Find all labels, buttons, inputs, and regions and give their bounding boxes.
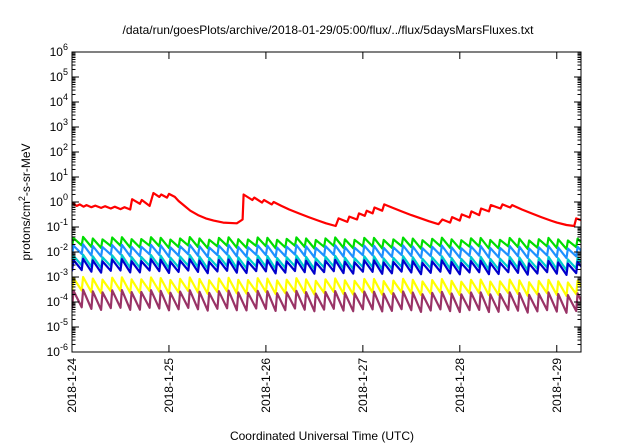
y-tick-exponent: -3: [60, 267, 68, 277]
y-tick-label: 10-1: [47, 217, 68, 234]
y-tick-base: 10: [50, 45, 64, 59]
x-tick-label: 2018-1-26: [259, 358, 273, 413]
y-axis-label: protons/cm2-s-sr-MeV: [17, 143, 33, 260]
y-tick-label: 10-2: [47, 242, 68, 259]
x-axis-label: Coordinated Universal Time (UTC): [230, 429, 414, 443]
y-tick-base: 10: [50, 95, 64, 109]
flux-series-line-7: [72, 288, 581, 314]
y-tick-exponent: -2: [60, 242, 68, 252]
y-tick-base: 10: [47, 320, 61, 334]
chart-title: /data/run/goesPlots/archive/2018-01-29/0…: [123, 23, 535, 37]
y-tick-label: 103: [50, 117, 68, 134]
y-tick-base: 10: [47, 245, 61, 259]
flux-series-line-6: [72, 275, 581, 297]
y-tick-label: 104: [50, 92, 68, 109]
y-tick-exponent: -1: [60, 217, 68, 227]
y-tick-base: 10: [47, 295, 61, 309]
y-tick-label: 105: [50, 67, 68, 84]
y-tick-exponent: -4: [60, 292, 68, 302]
x-axis: 2018-1-24 2018-1-25 2018-1-26 2018-1-27 2018…: [65, 52, 564, 413]
flux-series-line-5: [72, 257, 581, 276]
y-tick-label: 106: [50, 42, 68, 59]
x-tick-label: 2018-1-29: [550, 358, 564, 413]
flux-series-line-4: [72, 253, 581, 272]
y-tick-exponent: 0: [63, 192, 68, 202]
y-tick-base: 10: [47, 220, 61, 234]
y-axis-label-rest: -s-sr-MeV: [19, 143, 33, 196]
x-tick-label: 2018-1-25: [162, 358, 176, 413]
y-axis: 10-610-510-410-310-210-11001011021031041…: [47, 42, 581, 359]
y-tick-base: 10: [47, 345, 61, 359]
y-tick-exponent: 2: [63, 142, 68, 152]
y-tick-exponent: 1: [63, 167, 68, 177]
y-tick-exponent: 5: [63, 67, 68, 77]
y-tick-exponent: -6: [60, 342, 68, 352]
y-tick-base: 10: [50, 70, 64, 84]
flux-series-line-2: [72, 235, 581, 251]
y-axis-label-main: protons/cm: [19, 201, 33, 260]
y-tick-exponent: -5: [60, 317, 68, 327]
y-tick-label: 10-5: [47, 317, 68, 334]
x-tick-label: 2018-1-28: [453, 358, 467, 413]
y-tick-exponent: 4: [63, 92, 68, 102]
y-tick-label: 102: [50, 142, 68, 159]
y-tick-base: 10: [50, 145, 64, 159]
series-layer: [72, 191, 581, 314]
x-tick-label: 2018-1-24: [65, 358, 79, 413]
x-tick-label: 2018-1-27: [356, 358, 370, 413]
flux-series-line-3: [72, 243, 581, 260]
y-tick-base: 10: [50, 170, 64, 184]
y-tick-base: 10: [50, 120, 64, 134]
y-tick-base: 10: [50, 195, 64, 209]
y-tick-exponent: 3: [63, 117, 68, 127]
y-tick-label: 100: [50, 192, 68, 209]
y-tick-exponent: 6: [63, 42, 68, 52]
y-axis-label-sup: 2: [17, 196, 27, 201]
y-tick-label: 10-4: [47, 292, 68, 309]
y-tick-label: 101: [50, 167, 68, 184]
y-tick-base: 10: [47, 270, 61, 284]
y-tick-label: 10-6: [47, 342, 68, 359]
y-tick-label: 10-3: [47, 267, 68, 284]
flux-series-line-1: [72, 191, 581, 228]
